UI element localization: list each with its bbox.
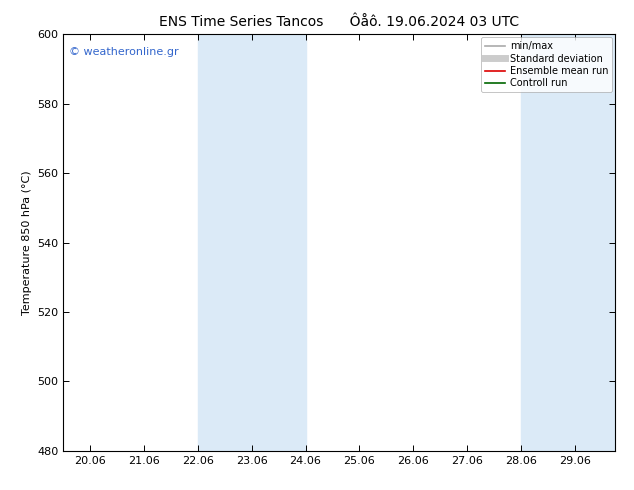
Title: ENS Time Series Tancos      Ôåô. 19.06.2024 03 UTC: ENS Time Series Tancos Ôåô. 19.06.2024 0… <box>159 15 519 29</box>
Bar <box>521 34 615 451</box>
Legend: min/max, Standard deviation, Ensemble mean run, Controll run: min/max, Standard deviation, Ensemble me… <box>481 37 612 92</box>
Y-axis label: Temperature 850 hPa (°C): Temperature 850 hPa (°C) <box>22 170 32 315</box>
Text: © weatheronline.gr: © weatheronline.gr <box>69 47 179 57</box>
Bar <box>198 34 306 451</box>
